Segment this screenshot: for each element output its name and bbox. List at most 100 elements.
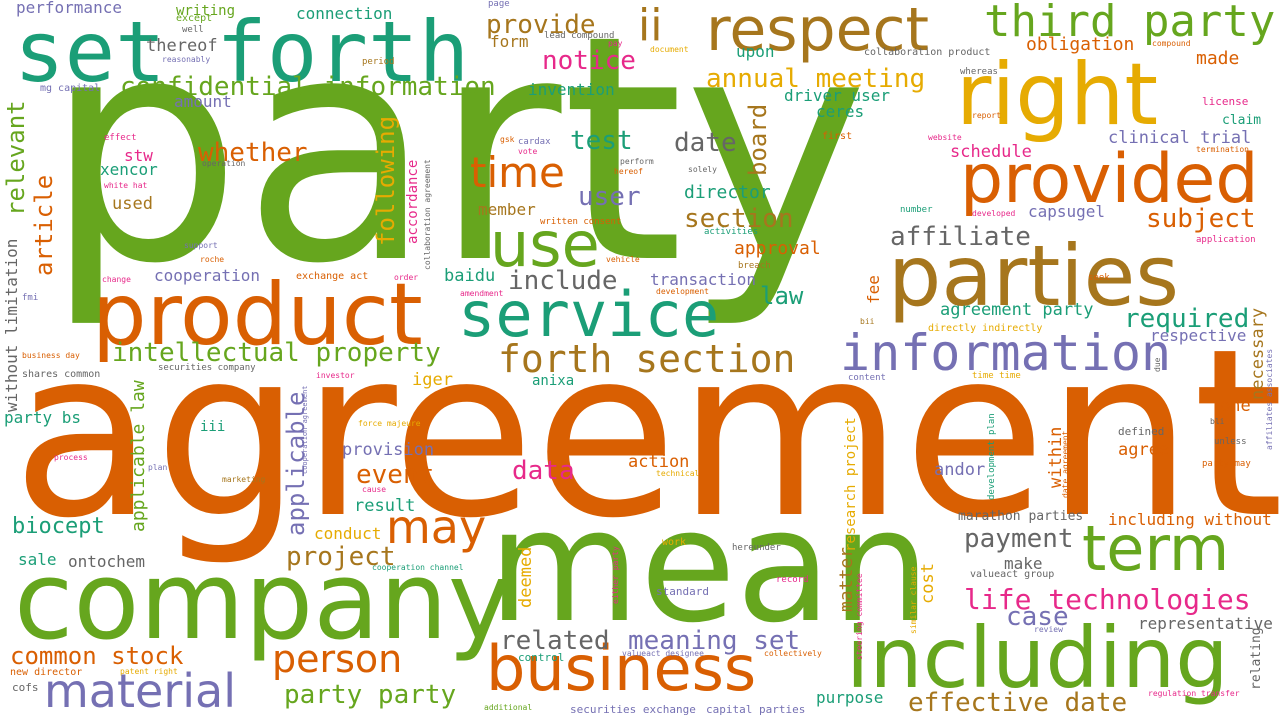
cloud-word: provided [960, 140, 1259, 219]
cloud-word: document [650, 45, 689, 54]
cloud-word: capsugel [1028, 202, 1106, 221]
cloud-word: subject [1146, 204, 1256, 234]
cloud-word: iii [200, 419, 226, 435]
cloud-word: andor [934, 460, 986, 480]
cloud-word: solely [688, 165, 717, 174]
cloud-word: biocept [12, 514, 105, 539]
cloud-word: without limitation [2, 238, 21, 412]
cloud-word: whereas [960, 67, 998, 77]
cloud-word: activities [704, 227, 759, 237]
cloud-word: sale [18, 550, 57, 569]
cloud-word: written consent [540, 217, 622, 227]
cloud-word: similar clause [909, 566, 918, 634]
cloud-word: marathon parties [958, 509, 1084, 524]
cloud-word: baidu [444, 266, 496, 286]
cloud-word: intellectual property [112, 338, 441, 368]
cloud-word: product [92, 265, 423, 365]
cloud-word: hereof [614, 167, 643, 176]
cloud-word: law [760, 282, 804, 310]
cloud-word: new director [10, 667, 83, 678]
cloud-word: additional [484, 703, 533, 712]
cloud-word: deemed [516, 546, 536, 608]
cloud-word: claim [1222, 113, 1262, 128]
cloud-word: agreement [12, 299, 1280, 569]
cloud-word: first [822, 131, 853, 142]
cloud-word: securities company [158, 363, 256, 373]
cloud-word: change [102, 275, 131, 284]
cloud-word: board [744, 103, 772, 176]
cloud-word: seek [1088, 273, 1110, 283]
cloud-word: regulation transfer [1148, 689, 1240, 698]
cloud-word: due [1153, 357, 1162, 372]
cloud-word: party may [1202, 459, 1251, 469]
cloud-word: fmi [22, 293, 39, 303]
cloud-word: collaboration agreement [423, 159, 432, 270]
cloud-word: party [44, 0, 869, 332]
cloud-word: section [684, 204, 794, 234]
cloud-word: made [1196, 48, 1240, 69]
cloud-word: service [458, 278, 720, 351]
cloud-word: force majeure [358, 419, 421, 428]
cloud-word: provision [342, 440, 435, 460]
cloud-word: user [578, 182, 641, 212]
cloud-word: forth section [498, 337, 796, 381]
cloud-word: cost [918, 563, 938, 604]
cloud-word: period [362, 57, 395, 67]
cloud-word: developed [972, 209, 1016, 218]
cloud-word: work [662, 537, 687, 548]
cloud-word: term [1082, 512, 1230, 585]
cloud-word: clinical trial [1108, 128, 1252, 148]
cloud-word: xencor [100, 160, 158, 179]
cloud-word: life technologies [964, 583, 1251, 616]
cloud-word: including [846, 609, 1229, 707]
cloud-word: project [286, 542, 396, 572]
cloud-word: right [956, 45, 1159, 145]
cloud-word: mg capital [40, 83, 101, 94]
cloud-word: cause [362, 485, 387, 494]
cloud-word: application [1196, 235, 1256, 245]
cloud-word: record [776, 575, 809, 585]
cloud-word: business day [22, 351, 80, 360]
cloud-word: order [394, 273, 419, 282]
cloud-word: cooperation [154, 266, 260, 285]
cloud-word: collectively [764, 649, 822, 658]
cloud-word: respective [1150, 326, 1247, 345]
cloud-word: capital parties [706, 703, 806, 716]
cloud-word: provide [486, 10, 596, 40]
cloud-word: technical [656, 469, 700, 478]
cloud-word: valueact designee [622, 649, 704, 658]
cloud-word: notice [542, 46, 636, 76]
cloud-word: marketing [222, 475, 266, 484]
cloud-word: upon [736, 42, 775, 61]
cloud-word: matter [836, 546, 857, 612]
cloud-word: third party [984, 0, 1276, 47]
cloud-word: make [1004, 554, 1043, 573]
cloud-word: ontochem [68, 552, 146, 571]
cloud-word: affiliate [890, 222, 1031, 252]
cloud-word: information [840, 324, 1172, 382]
cloud-word: may [386, 500, 487, 554]
cloud-word: iger [412, 370, 453, 390]
cloud-word: related [500, 626, 610, 656]
cloud-word: required [1124, 304, 1250, 334]
cloud-word: party bs [4, 408, 82, 427]
cloud-word: number [900, 205, 933, 215]
cloud-word: date agreement [1061, 430, 1070, 498]
cloud-word: test [570, 126, 633, 156]
cloud-word: cooperation agreement [301, 385, 309, 474]
cloud-word: conduct [314, 524, 382, 543]
cloud-word: performance [16, 0, 122, 17]
cloud-word: review [1034, 625, 1063, 634]
cloud-word: plan [148, 463, 168, 472]
cloud-word: bli [1210, 417, 1225, 426]
cloud-word: effect [104, 133, 137, 143]
cloud-word: development plan [987, 413, 997, 500]
cloud-word: schedule [950, 142, 1032, 162]
cloud-word: driver user [784, 86, 890, 105]
cloud-word: event [356, 460, 435, 490]
cloud-word: set forth [14, 3, 470, 101]
cloud-word: purpose [816, 688, 884, 707]
cloud-word: one [1220, 396, 1251, 416]
cloud-word: support [184, 241, 218, 250]
